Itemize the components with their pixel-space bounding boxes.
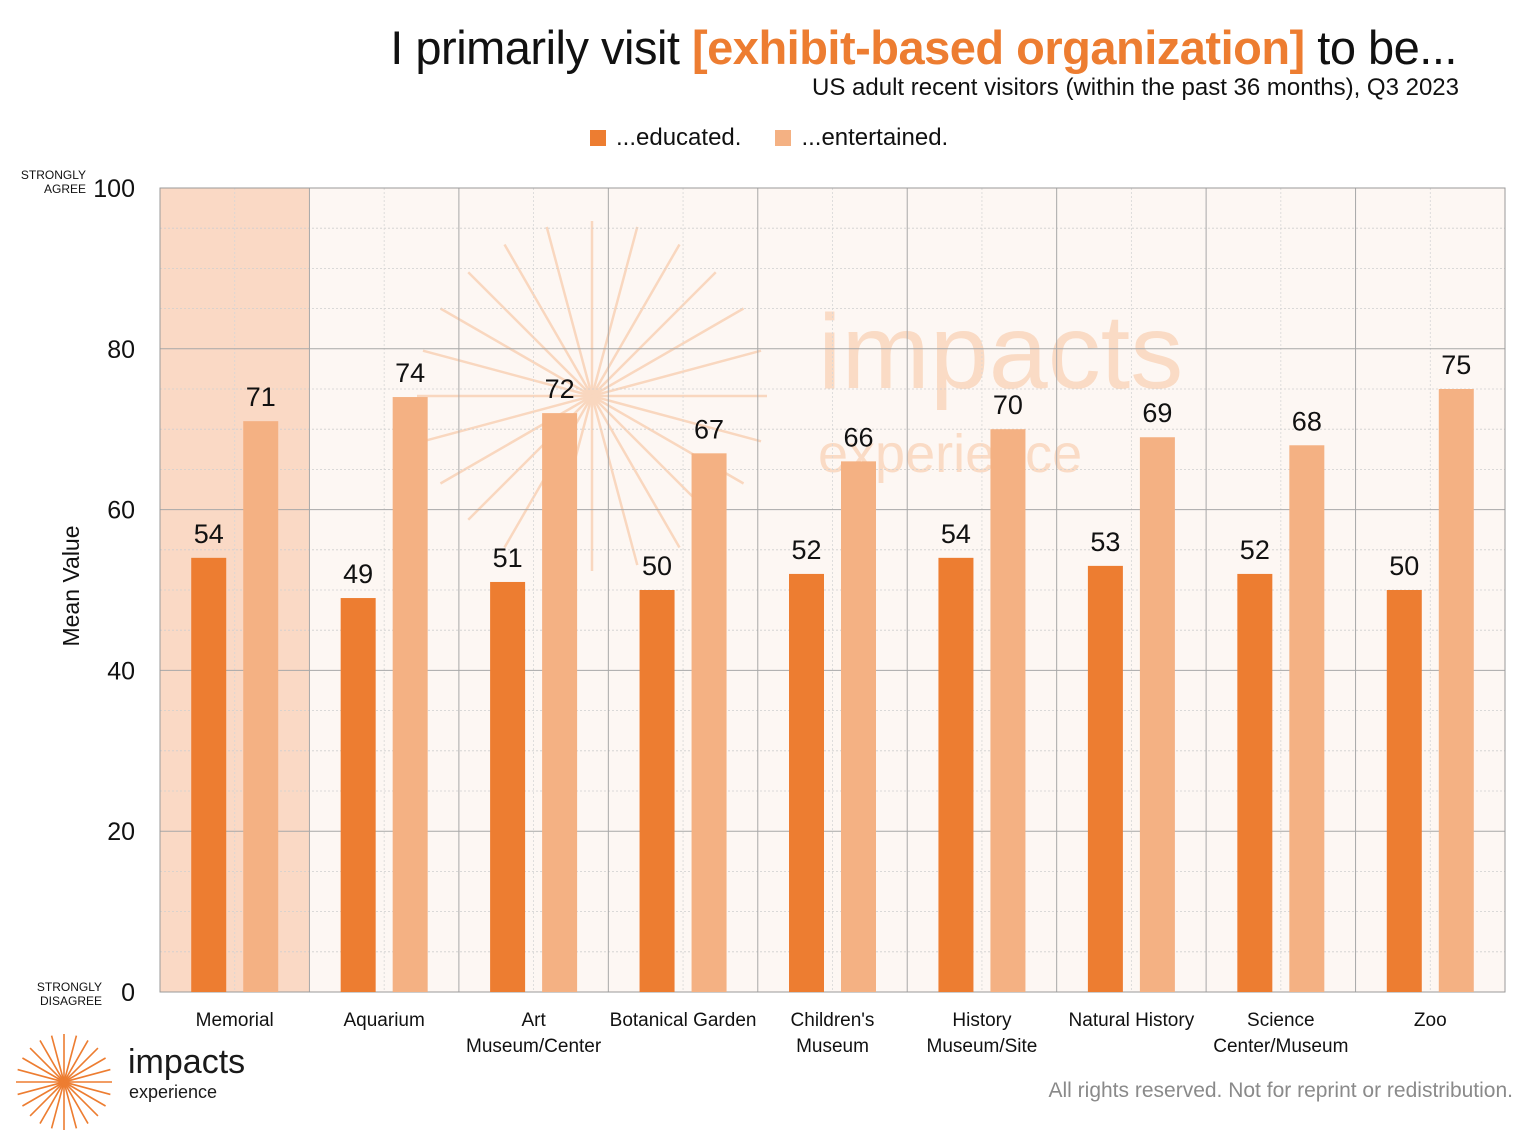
- bar-value-label: 53: [1090, 527, 1120, 557]
- brand-tagline: experience: [129, 1082, 218, 1102]
- bar-value-label: 74: [395, 358, 425, 388]
- legend-label-entertained: ...entertained.: [801, 124, 949, 151]
- bar: [938, 557, 974, 992]
- chart-subtitle: US adult recent visitors (within the pas…: [812, 74, 1459, 101]
- bar: [191, 557, 227, 992]
- watermark-text: impacts: [818, 293, 1183, 411]
- bar: [490, 581, 526, 992]
- category-label: Center/Museum: [1213, 1036, 1348, 1057]
- y-tick-label: 60: [107, 497, 135, 525]
- bar: [789, 573, 824, 992]
- watermark-ray: [422, 349, 762, 443]
- bar: [1438, 389, 1474, 992]
- bar-value-label: 66: [843, 422, 873, 452]
- bar: [1087, 565, 1123, 992]
- scale-label-bottom: STRONGLY: [37, 980, 102, 994]
- y-tick-label: 80: [107, 336, 135, 364]
- category-label: Art: [521, 1010, 546, 1031]
- bar: [392, 397, 428, 992]
- bar: [639, 590, 675, 992]
- category-label: Memorial: [196, 1010, 274, 1031]
- scale-label-bottom: DISAGREE: [40, 994, 102, 1008]
- bar-value-label: 69: [1142, 398, 1172, 428]
- bar-value-label: 68: [1292, 406, 1322, 436]
- starburst-icon: [16, 1034, 112, 1130]
- bar: [1386, 590, 1422, 992]
- bar: [1237, 573, 1273, 992]
- scale-label-top: AGREE: [44, 182, 86, 196]
- bar: [542, 413, 578, 992]
- bar-value-label: 52: [791, 535, 821, 565]
- category-label: Museum: [796, 1036, 869, 1057]
- category-label: Zoo: [1414, 1010, 1447, 1031]
- bar: [1289, 445, 1325, 992]
- y-tick-label: 20: [107, 818, 135, 846]
- category-label: History: [952, 1010, 1012, 1031]
- legend-item-entertained: ...entertained.: [775, 124, 948, 152]
- legend-swatch-educated: [590, 130, 606, 146]
- bar-value-label: 54: [194, 519, 224, 549]
- bar-value-label: 72: [545, 374, 575, 404]
- title-highlight: [exhibit-based organization]: [692, 21, 1305, 74]
- copyright-notice: All rights reserved. Not for reprint or …: [1048, 1079, 1513, 1102]
- bar-value-label: 54: [941, 519, 971, 549]
- bar-value-label: 71: [246, 382, 276, 412]
- logo-ray: [17, 1068, 111, 1096]
- category-label: Children's: [791, 1010, 875, 1031]
- logo-rays: [16, 1034, 112, 1130]
- title-prefix: I primarily visit: [390, 21, 693, 74]
- bar: [841, 461, 876, 992]
- bar-value-label: 75: [1441, 350, 1471, 380]
- plot-frame: [159, 187, 1506, 993]
- legend-item-educated: ...educated.: [590, 124, 741, 152]
- category-label: Science: [1247, 1010, 1315, 1031]
- bar: [340, 598, 376, 992]
- title-suffix: to be...: [1304, 21, 1457, 74]
- legend-label-educated: ...educated.: [616, 124, 742, 151]
- category-label: Museum/Site: [927, 1036, 1038, 1057]
- legend: ...educated. ...entertained.: [590, 124, 982, 152]
- category-label: Museum/Center: [466, 1036, 602, 1057]
- chart-title: I primarily visit [exhibit-based organiz…: [390, 20, 1457, 75]
- bar-value-label: 52: [1240, 535, 1270, 565]
- scale-label-top: STRONGLY: [21, 168, 86, 182]
- y-tick-label: 0: [121, 979, 135, 1007]
- y-axis-label: Mean Value: [58, 525, 84, 646]
- y-tick-label: 100: [93, 175, 135, 203]
- bar-value-label: 51: [493, 543, 523, 573]
- bar-value-label: 49: [343, 559, 373, 589]
- category-label: Natural History: [1069, 1010, 1195, 1031]
- bar: [990, 429, 1026, 992]
- bar-value-label: 67: [694, 414, 724, 444]
- bar-value-label: 70: [993, 390, 1023, 420]
- bar: [1139, 437, 1175, 992]
- category-label: Botanical Garden: [610, 1010, 757, 1031]
- y-tick-label: 40: [107, 657, 135, 685]
- bar-value-label: 50: [1389, 551, 1419, 581]
- bar: [691, 453, 727, 992]
- bar-value-label: 50: [642, 551, 672, 581]
- category-label: Aquarium: [344, 1010, 425, 1031]
- brand-name: impacts: [128, 1043, 246, 1081]
- legend-swatch-entertained: [775, 130, 792, 146]
- bar: [243, 421, 279, 992]
